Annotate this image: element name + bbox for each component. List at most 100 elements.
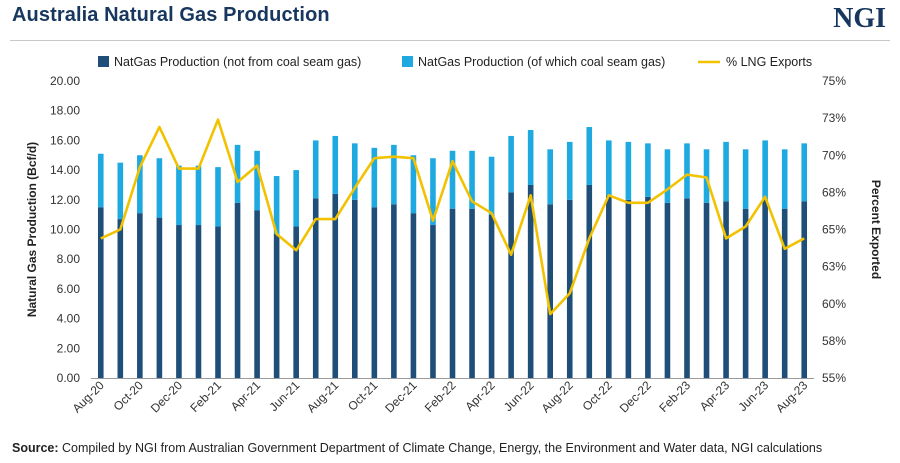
bar-not-csg bbox=[527, 184, 534, 378]
bar-csg bbox=[781, 149, 788, 209]
lng-exports-line bbox=[100, 118, 805, 316]
bar-csg bbox=[762, 140, 768, 200]
bar-csg bbox=[195, 165, 202, 226]
bar-csg bbox=[371, 147, 378, 208]
y-tick-label: 4.00 bbox=[57, 312, 81, 326]
x-tick-label: Oct-20 bbox=[111, 378, 147, 414]
bar-not-csg bbox=[742, 208, 749, 378]
bar-not-csg bbox=[137, 213, 143, 378]
x-tick-label: Oct-21 bbox=[345, 378, 381, 414]
bar-csg bbox=[351, 143, 358, 200]
bar-csg bbox=[586, 127, 593, 185]
y-tick-label: 8.00 bbox=[57, 252, 81, 266]
bar-csg bbox=[703, 149, 710, 203]
bar-csg bbox=[156, 158, 163, 218]
y-tick-label: 16.00 bbox=[50, 133, 80, 147]
bar-csg bbox=[508, 135, 514, 193]
y2-axis-title: Percent Exported bbox=[869, 180, 883, 279]
bar-not-csg bbox=[762, 199, 768, 378]
bar-not-csg bbox=[254, 210, 260, 378]
bar-not-csg bbox=[488, 214, 495, 378]
y2-tick-label: 55% bbox=[822, 371, 846, 385]
bar-not-csg bbox=[723, 201, 729, 378]
x-tick-label: Apr-22 bbox=[462, 378, 498, 414]
y2-tick-label: 65% bbox=[822, 223, 846, 237]
bar-csg bbox=[117, 162, 124, 220]
source-label: Source: bbox=[12, 441, 59, 455]
bar-not-csg bbox=[156, 217, 163, 378]
y-tick-label: 10.00 bbox=[50, 223, 80, 237]
ngi-logo: NGI bbox=[833, 3, 886, 34]
x-tick-label: Jun-21 bbox=[266, 378, 302, 414]
bar-not-csg bbox=[332, 193, 339, 378]
y2-tick-label: 75% bbox=[822, 74, 846, 88]
bar-csg bbox=[273, 176, 280, 234]
bar-not-csg bbox=[176, 225, 182, 378]
bar-not-csg bbox=[781, 208, 788, 378]
x-tick-label: Apr-23 bbox=[697, 378, 733, 414]
bar-not-csg bbox=[312, 198, 319, 378]
bar-not-csg bbox=[801, 201, 808, 378]
bar-not-csg bbox=[566, 199, 573, 378]
y-axis-title: Natural Gas Production (Bcf/d) bbox=[25, 142, 39, 317]
bar-not-csg bbox=[508, 192, 514, 378]
legend-label: NatGas Production (not from coal seam ga… bbox=[114, 55, 361, 69]
bar-not-csg bbox=[371, 207, 378, 378]
bar-not-csg bbox=[645, 196, 651, 378]
bar-not-csg bbox=[117, 219, 124, 378]
bar-not-csg bbox=[449, 208, 456, 378]
bar-csg bbox=[254, 150, 260, 211]
y-tick-label: 0.00 bbox=[57, 371, 81, 385]
bar-csg bbox=[684, 143, 690, 199]
x-tick-label: Jun-23 bbox=[735, 378, 771, 414]
bar-not-csg bbox=[703, 202, 710, 378]
bar-csg bbox=[137, 155, 143, 214]
x-tick-label: Dec-22 bbox=[617, 378, 654, 415]
bar-csg bbox=[547, 149, 554, 205]
source-text: Compiled by NGI from Australian Governme… bbox=[62, 441, 823, 455]
x-tick-label: Feb-22 bbox=[422, 378, 459, 415]
bar-not-csg bbox=[391, 204, 397, 378]
bar-csg bbox=[625, 141, 632, 200]
bar-not-csg bbox=[195, 225, 202, 378]
bar-not-csg bbox=[430, 225, 436, 378]
bar-csg bbox=[293, 170, 299, 227]
y-tick-label: 12.00 bbox=[50, 193, 80, 207]
y-tick-label: 14.00 bbox=[50, 163, 80, 177]
bar-csg bbox=[488, 156, 495, 215]
bar-csg bbox=[664, 149, 671, 203]
bar-not-csg bbox=[234, 202, 241, 378]
bar-csg bbox=[645, 143, 651, 197]
bar-not-csg bbox=[606, 195, 612, 378]
bar-csg bbox=[801, 143, 808, 202]
bar-not-csg bbox=[664, 202, 671, 378]
bar-not-csg bbox=[625, 199, 632, 378]
bar-csg bbox=[606, 140, 612, 196]
legend-swatch bbox=[402, 56, 413, 67]
y2-tick-label: 63% bbox=[822, 260, 846, 274]
bar-csg bbox=[723, 141, 729, 202]
bar-csg bbox=[410, 155, 417, 214]
y-tick-label: 6.00 bbox=[57, 282, 81, 296]
bar-csg bbox=[391, 144, 397, 205]
x-tick-label: Feb-23 bbox=[656, 378, 693, 415]
bar-not-csg bbox=[215, 226, 221, 378]
bar-not-csg bbox=[410, 213, 417, 378]
x-tick-label: Aug-21 bbox=[304, 378, 341, 415]
bar-not-csg bbox=[97, 207, 104, 378]
y2-tick-label: 73% bbox=[822, 111, 846, 125]
bar-not-csg bbox=[351, 199, 358, 378]
bar-csg bbox=[469, 150, 475, 209]
y2-tick-label: 60% bbox=[822, 297, 846, 311]
x-tick-label: Jun-22 bbox=[501, 378, 537, 414]
legend-label: % LNG Exports bbox=[726, 55, 812, 69]
x-tick-label: Feb-21 bbox=[187, 378, 224, 415]
x-tick-label: Oct-22 bbox=[580, 378, 616, 414]
bar-csg bbox=[312, 140, 319, 199]
x-tick-label: Dec-20 bbox=[148, 378, 185, 415]
y-tick-label: 18.00 bbox=[50, 104, 80, 118]
bar-not-csg bbox=[586, 184, 593, 378]
bar-not-csg bbox=[547, 204, 554, 378]
legend-swatch bbox=[98, 56, 109, 67]
